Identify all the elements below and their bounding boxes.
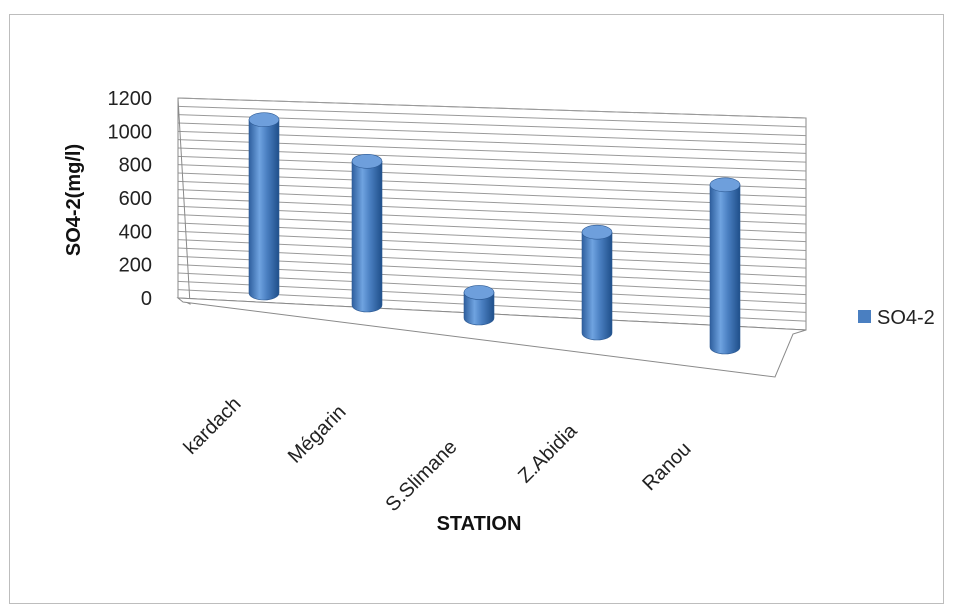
gridline — [177, 230, 807, 260]
gridline — [177, 114, 807, 137]
gridline — [177, 255, 807, 287]
x-axis-title: STATION — [437, 513, 522, 535]
gridline — [177, 172, 807, 198]
y-tick-labels: 0 200 400 600 800 1000 1200 — [108, 88, 153, 310]
bar-body — [709, 184, 741, 355]
gridline — [177, 147, 807, 172]
y-axis-title: SO4-2(mg/l) — [63, 144, 85, 256]
gridline — [177, 105, 807, 128]
bar — [463, 285, 495, 326]
gridline — [177, 272, 807, 304]
gridline — [177, 214, 807, 243]
y-tick-label: 400 — [119, 221, 152, 243]
gridline — [177, 139, 807, 163]
bar-body — [463, 292, 495, 326]
y-tick-label: 0 — [141, 288, 152, 310]
y-tick-label: 1200 — [108, 88, 153, 110]
gridline — [177, 222, 807, 251]
bar-top — [709, 177, 741, 193]
bar-top — [581, 224, 613, 240]
gridline — [177, 205, 807, 234]
gridline — [177, 189, 807, 216]
bar-top — [248, 112, 280, 127]
bar-top — [463, 285, 495, 300]
chart-walls — [176, 97, 807, 378]
x-tick-label: S.Slimane — [382, 436, 462, 516]
gridline — [177, 130, 807, 154]
x-tick-label: Ranou — [638, 438, 695, 495]
x-tick-label: Z.Abidia — [514, 419, 582, 487]
gridline — [177, 239, 807, 269]
gridline — [177, 264, 807, 296]
gridline — [177, 180, 807, 207]
bar-body — [351, 160, 383, 313]
y-tick-label: 1000 — [108, 121, 153, 143]
x-tick-labels: kardach Mégarin S.Slimane Z.Abidia Ranou — [180, 393, 696, 516]
bar — [248, 112, 280, 301]
bar — [709, 177, 741, 355]
legend: SO4-2 — [858, 307, 935, 329]
y-tick-label: 800 — [119, 155, 152, 177]
bar — [581, 224, 613, 341]
gridline — [177, 97, 807, 119]
gridline — [177, 197, 807, 225]
legend-label: SO4-2 — [877, 307, 935, 329]
gridline — [177, 122, 807, 145]
legend-swatch — [858, 310, 871, 323]
bar-body — [248, 119, 280, 301]
y-tick-label: 200 — [119, 255, 152, 277]
bar — [351, 153, 383, 313]
gridline — [177, 247, 807, 278]
x-tick-label: kardach — [180, 393, 246, 459]
gridline — [177, 155, 807, 181]
bars — [248, 112, 741, 355]
floor — [176, 297, 807, 378]
gridline — [177, 164, 807, 190]
bar-top — [351, 153, 383, 169]
y-tick-label: 600 — [119, 188, 152, 210]
x-tick-label: Mégarin — [284, 401, 351, 468]
bar-body — [581, 231, 613, 341]
